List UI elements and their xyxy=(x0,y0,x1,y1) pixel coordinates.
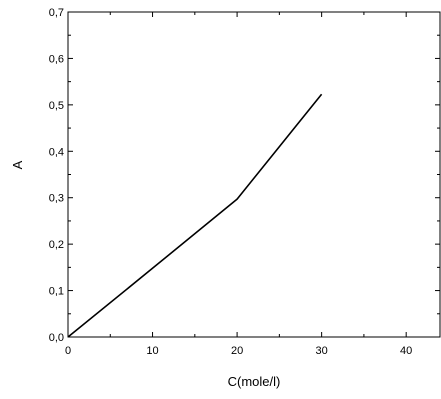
x-tick-label: 20 xyxy=(231,345,243,357)
plot-frame xyxy=(67,11,441,338)
x-tick-label: 40 xyxy=(400,345,412,357)
ticks-layer: 0,0 0,1 0,2 0,3 0,4 0,5 0,6 0,7 0 10 20 30 40 xyxy=(49,7,440,357)
y-tick-label: 0,6 xyxy=(49,53,64,65)
x-axis-title: C(mole/l) xyxy=(228,374,281,389)
y-tick-label: 0,1 xyxy=(49,286,64,298)
y-tick-label: 0,2 xyxy=(49,239,64,251)
y-tick-label: 0,3 xyxy=(49,193,64,205)
y-axis-title: A xyxy=(10,160,25,169)
x-tick-label: 10 xyxy=(146,345,158,357)
x-tick-label: 0 xyxy=(65,345,71,357)
x-tick-label: 30 xyxy=(316,345,328,357)
series-layer xyxy=(67,93,323,338)
y-tick-label: 0,5 xyxy=(49,100,64,112)
series-line xyxy=(67,93,323,338)
y-tick-label: 0,4 xyxy=(49,146,64,158)
y-tick-label: 0,0 xyxy=(49,332,64,344)
y-tick-label: 0,7 xyxy=(49,7,64,19)
